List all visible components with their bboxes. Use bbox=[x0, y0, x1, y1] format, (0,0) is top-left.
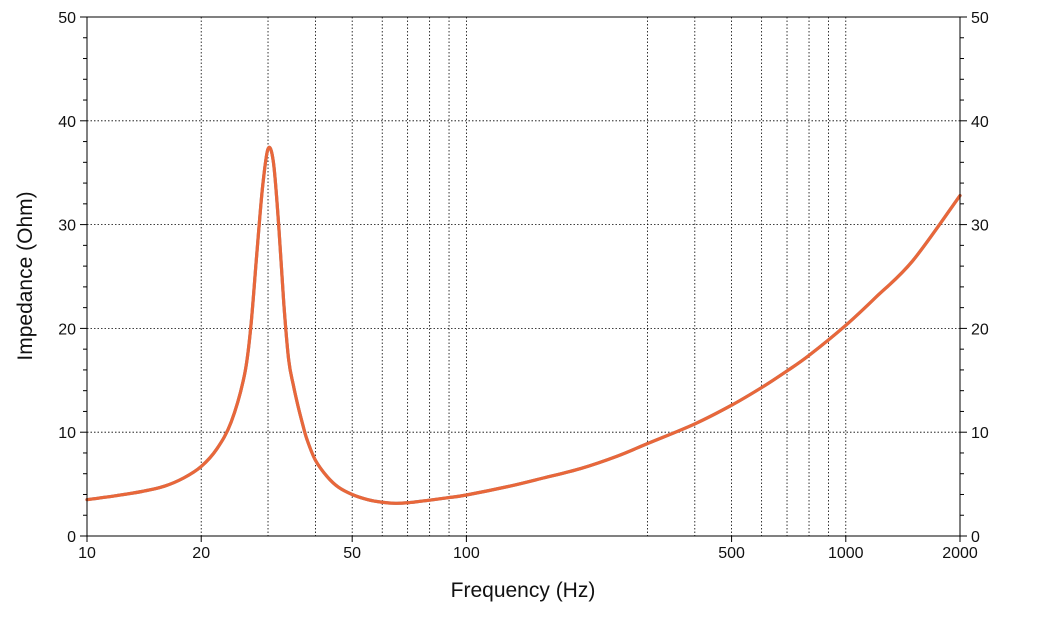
axes-layer bbox=[80, 16, 967, 542]
y-tick-label-left: 10 bbox=[58, 425, 76, 442]
y-tick-label-left: 0 bbox=[67, 529, 76, 546]
series-layer bbox=[85, 145, 962, 505]
y-tick-label-left: 40 bbox=[58, 114, 76, 131]
x-tick-label: 50 bbox=[343, 545, 361, 562]
grid-layer bbox=[87, 17, 960, 536]
y-tick-label-right: 0 bbox=[971, 529, 980, 546]
x-tick-label: 2000 bbox=[942, 545, 978, 562]
y-tick-label-right: 10 bbox=[971, 425, 989, 442]
y-tick-label-right: 50 bbox=[971, 10, 989, 27]
x-tick-label: 100 bbox=[453, 545, 480, 562]
x-tick-label: 1000 bbox=[828, 545, 864, 562]
x-axis-title: Frequency (Hz) bbox=[451, 579, 596, 602]
x-tick-label: 500 bbox=[718, 545, 745, 562]
y-tick-label-left: 50 bbox=[58, 10, 76, 27]
y-tick-label-left: 30 bbox=[58, 218, 76, 235]
y-tick-label-right: 30 bbox=[971, 218, 989, 235]
plot-frame bbox=[86, 16, 961, 537]
y-tick-label-left: 20 bbox=[58, 321, 76, 338]
y-tick-label-right: 20 bbox=[971, 321, 989, 338]
x-tick-label: 20 bbox=[192, 545, 210, 562]
y-tick-label-right: 40 bbox=[971, 114, 989, 131]
y-axis-title: Impedance (Ohm) bbox=[14, 191, 37, 360]
series-line-0 bbox=[85, 145, 962, 505]
x-tick-label: 10 bbox=[78, 545, 96, 562]
